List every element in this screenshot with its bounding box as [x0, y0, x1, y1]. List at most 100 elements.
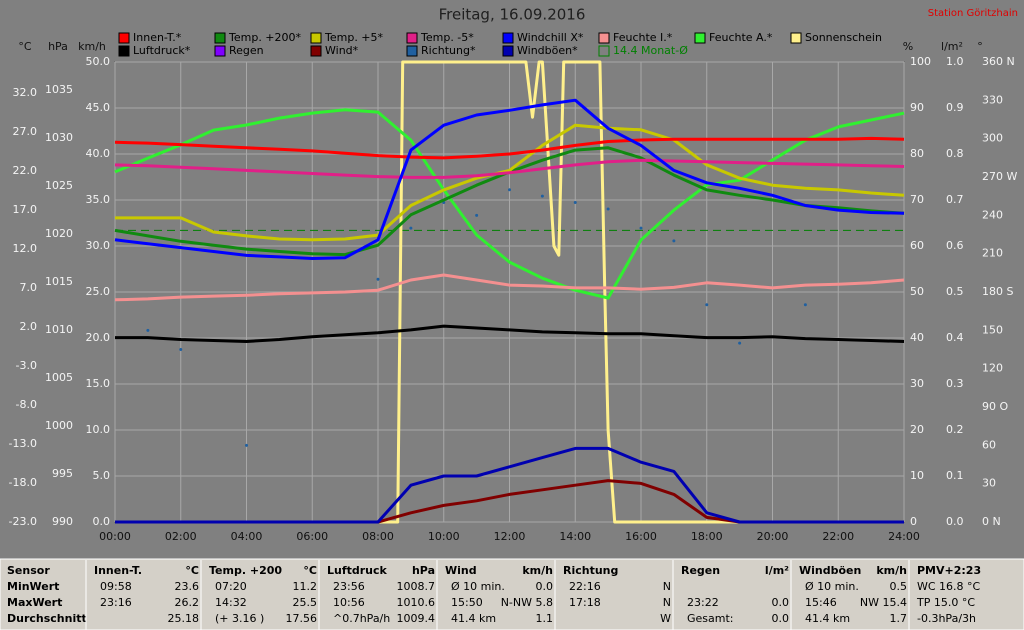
series-line [114, 98, 905, 260]
stats-unit: °C [185, 564, 199, 577]
stats-cell: 1010.6 [397, 596, 436, 609]
legend-swatch [406, 45, 418, 57]
stats-cell: 15:46 [805, 596, 837, 609]
axis-unit: km/h [78, 40, 106, 53]
y-tick-label: 90 O [982, 400, 1008, 413]
stats-cell: 09:58 [100, 580, 132, 593]
y-tick-label: 20 [910, 423, 924, 436]
y-tick-label: 100 [910, 55, 931, 68]
y-tick-label: 270 W [982, 170, 1017, 183]
y-tick-label: 32.0 [13, 86, 38, 99]
y-tick-label: 90 [910, 101, 924, 114]
stats-cell: (+ 3.16 ) [215, 612, 264, 625]
x-tick-label: 16:00 [625, 530, 657, 543]
stats-cell: N-NW 5.8 [501, 596, 553, 609]
y-tick-label: 17.0 [13, 203, 38, 216]
stats-cell: 17.56 [286, 612, 318, 625]
direction-dot [606, 207, 610, 211]
stats-cell: Durchschnitt [7, 612, 87, 625]
legend-label: Temp. +5* [324, 31, 384, 44]
stats-cell: 22:16 [569, 580, 601, 593]
stats-cell: N [663, 596, 671, 609]
y-tick-label: 1005 [45, 371, 73, 384]
stats-cell: 0.0 [536, 580, 554, 593]
direction-dot [508, 188, 511, 192]
direction-dot [475, 213, 479, 217]
legend-swatch [598, 45, 610, 57]
stats-cell: MinWert [7, 580, 59, 593]
axis-unit: % [903, 40, 913, 53]
legend-label: Regen [229, 44, 264, 57]
legend-swatch [694, 32, 706, 44]
y-tick-label: 990 [52, 515, 73, 528]
x-tick-label: 04:00 [231, 530, 263, 543]
stats-unit: l/m² [765, 564, 789, 577]
y-tick-label: 0.5 [946, 285, 964, 298]
direction-dot [409, 226, 413, 230]
y-tick-label: 0 N [982, 515, 1001, 528]
y-tick-label: 40 [910, 331, 924, 344]
axis-unit: °C [18, 40, 32, 53]
legend-label: Temp. +200* [228, 31, 302, 44]
y-tick-label: 12.0 [13, 242, 38, 255]
direction-dot [738, 341, 742, 345]
x-tick-label: 00:00 [99, 530, 131, 543]
direction-dot [179, 348, 183, 351]
x-tick-label: 24:00 [888, 530, 920, 543]
y-tick-label: 240 [982, 208, 1003, 221]
legend-label: Feuchte A.* [709, 31, 773, 44]
stats-header: Sensor [7, 564, 50, 577]
direction-dot [705, 303, 709, 307]
stats-cell: 1.7 [890, 612, 908, 625]
legend-swatch [406, 32, 418, 44]
stats-cell: -0.3hPa/3h [917, 612, 976, 625]
legend-swatch [118, 45, 130, 57]
y-tick-label: -13.0 [9, 437, 37, 450]
legend-label: Richtung* [421, 44, 476, 57]
y-tick-label: 27.0 [13, 125, 38, 138]
stats-cell: 1009.4 [397, 612, 436, 625]
stats-cell: 26.2 [175, 596, 200, 609]
stats-header: Regen [681, 564, 720, 577]
y-tick-label: 10 [910, 469, 924, 482]
stats-cell: NW 15.4 [860, 596, 907, 609]
axis-unit: ° [977, 40, 983, 53]
legend-swatch [598, 32, 610, 44]
y-tick-label: 0.4 [946, 331, 964, 344]
y-tick-label: -18.0 [9, 476, 37, 489]
stats-unit: km/h [876, 564, 907, 577]
stats-cell: W [660, 612, 671, 625]
legend-label: Innen-T.* [133, 31, 182, 44]
y-tick-label: 150 [982, 323, 1003, 336]
stats-cell: 41.4 km [451, 612, 496, 625]
direction-dot [672, 239, 676, 243]
y-tick-label: 1020 [45, 227, 73, 240]
x-tick-label: 06:00 [296, 530, 328, 543]
legend-swatch [214, 45, 226, 57]
y-tick-label: 1000 [45, 419, 73, 432]
y-tick-label: 0.0 [946, 515, 964, 528]
y-tick-label: 180 S [982, 285, 1013, 298]
stats-header: Innen-T. [94, 564, 142, 577]
legend-label: Wind* [325, 44, 359, 57]
x-tick-label: 12:00 [494, 530, 526, 543]
y-tick-label: 0 [910, 515, 917, 528]
series-line [114, 273, 905, 302]
stats-cell: Ø 10 min. [451, 580, 505, 593]
legend-label: Sonnenschein [805, 31, 882, 44]
series-line [115, 123, 905, 242]
y-tick-label: 0.7 [946, 193, 964, 206]
y-tick-label: 0.1 [946, 469, 964, 482]
y-tick-label: 1.0 [946, 55, 964, 68]
y-tick-label: 210 [982, 247, 1003, 260]
y-tick-label: 10.0 [86, 423, 111, 436]
y-tick-label: 25.0 [86, 285, 111, 298]
y-tick-label: -3.0 [16, 359, 37, 372]
direction-dot [146, 328, 150, 332]
stats-cell: 07:20 [215, 580, 247, 593]
series-line [115, 446, 904, 524]
y-tick-label: 0.2 [946, 423, 964, 436]
stats-cell: N [663, 580, 671, 593]
stats-cell: 0.0 [772, 612, 790, 625]
